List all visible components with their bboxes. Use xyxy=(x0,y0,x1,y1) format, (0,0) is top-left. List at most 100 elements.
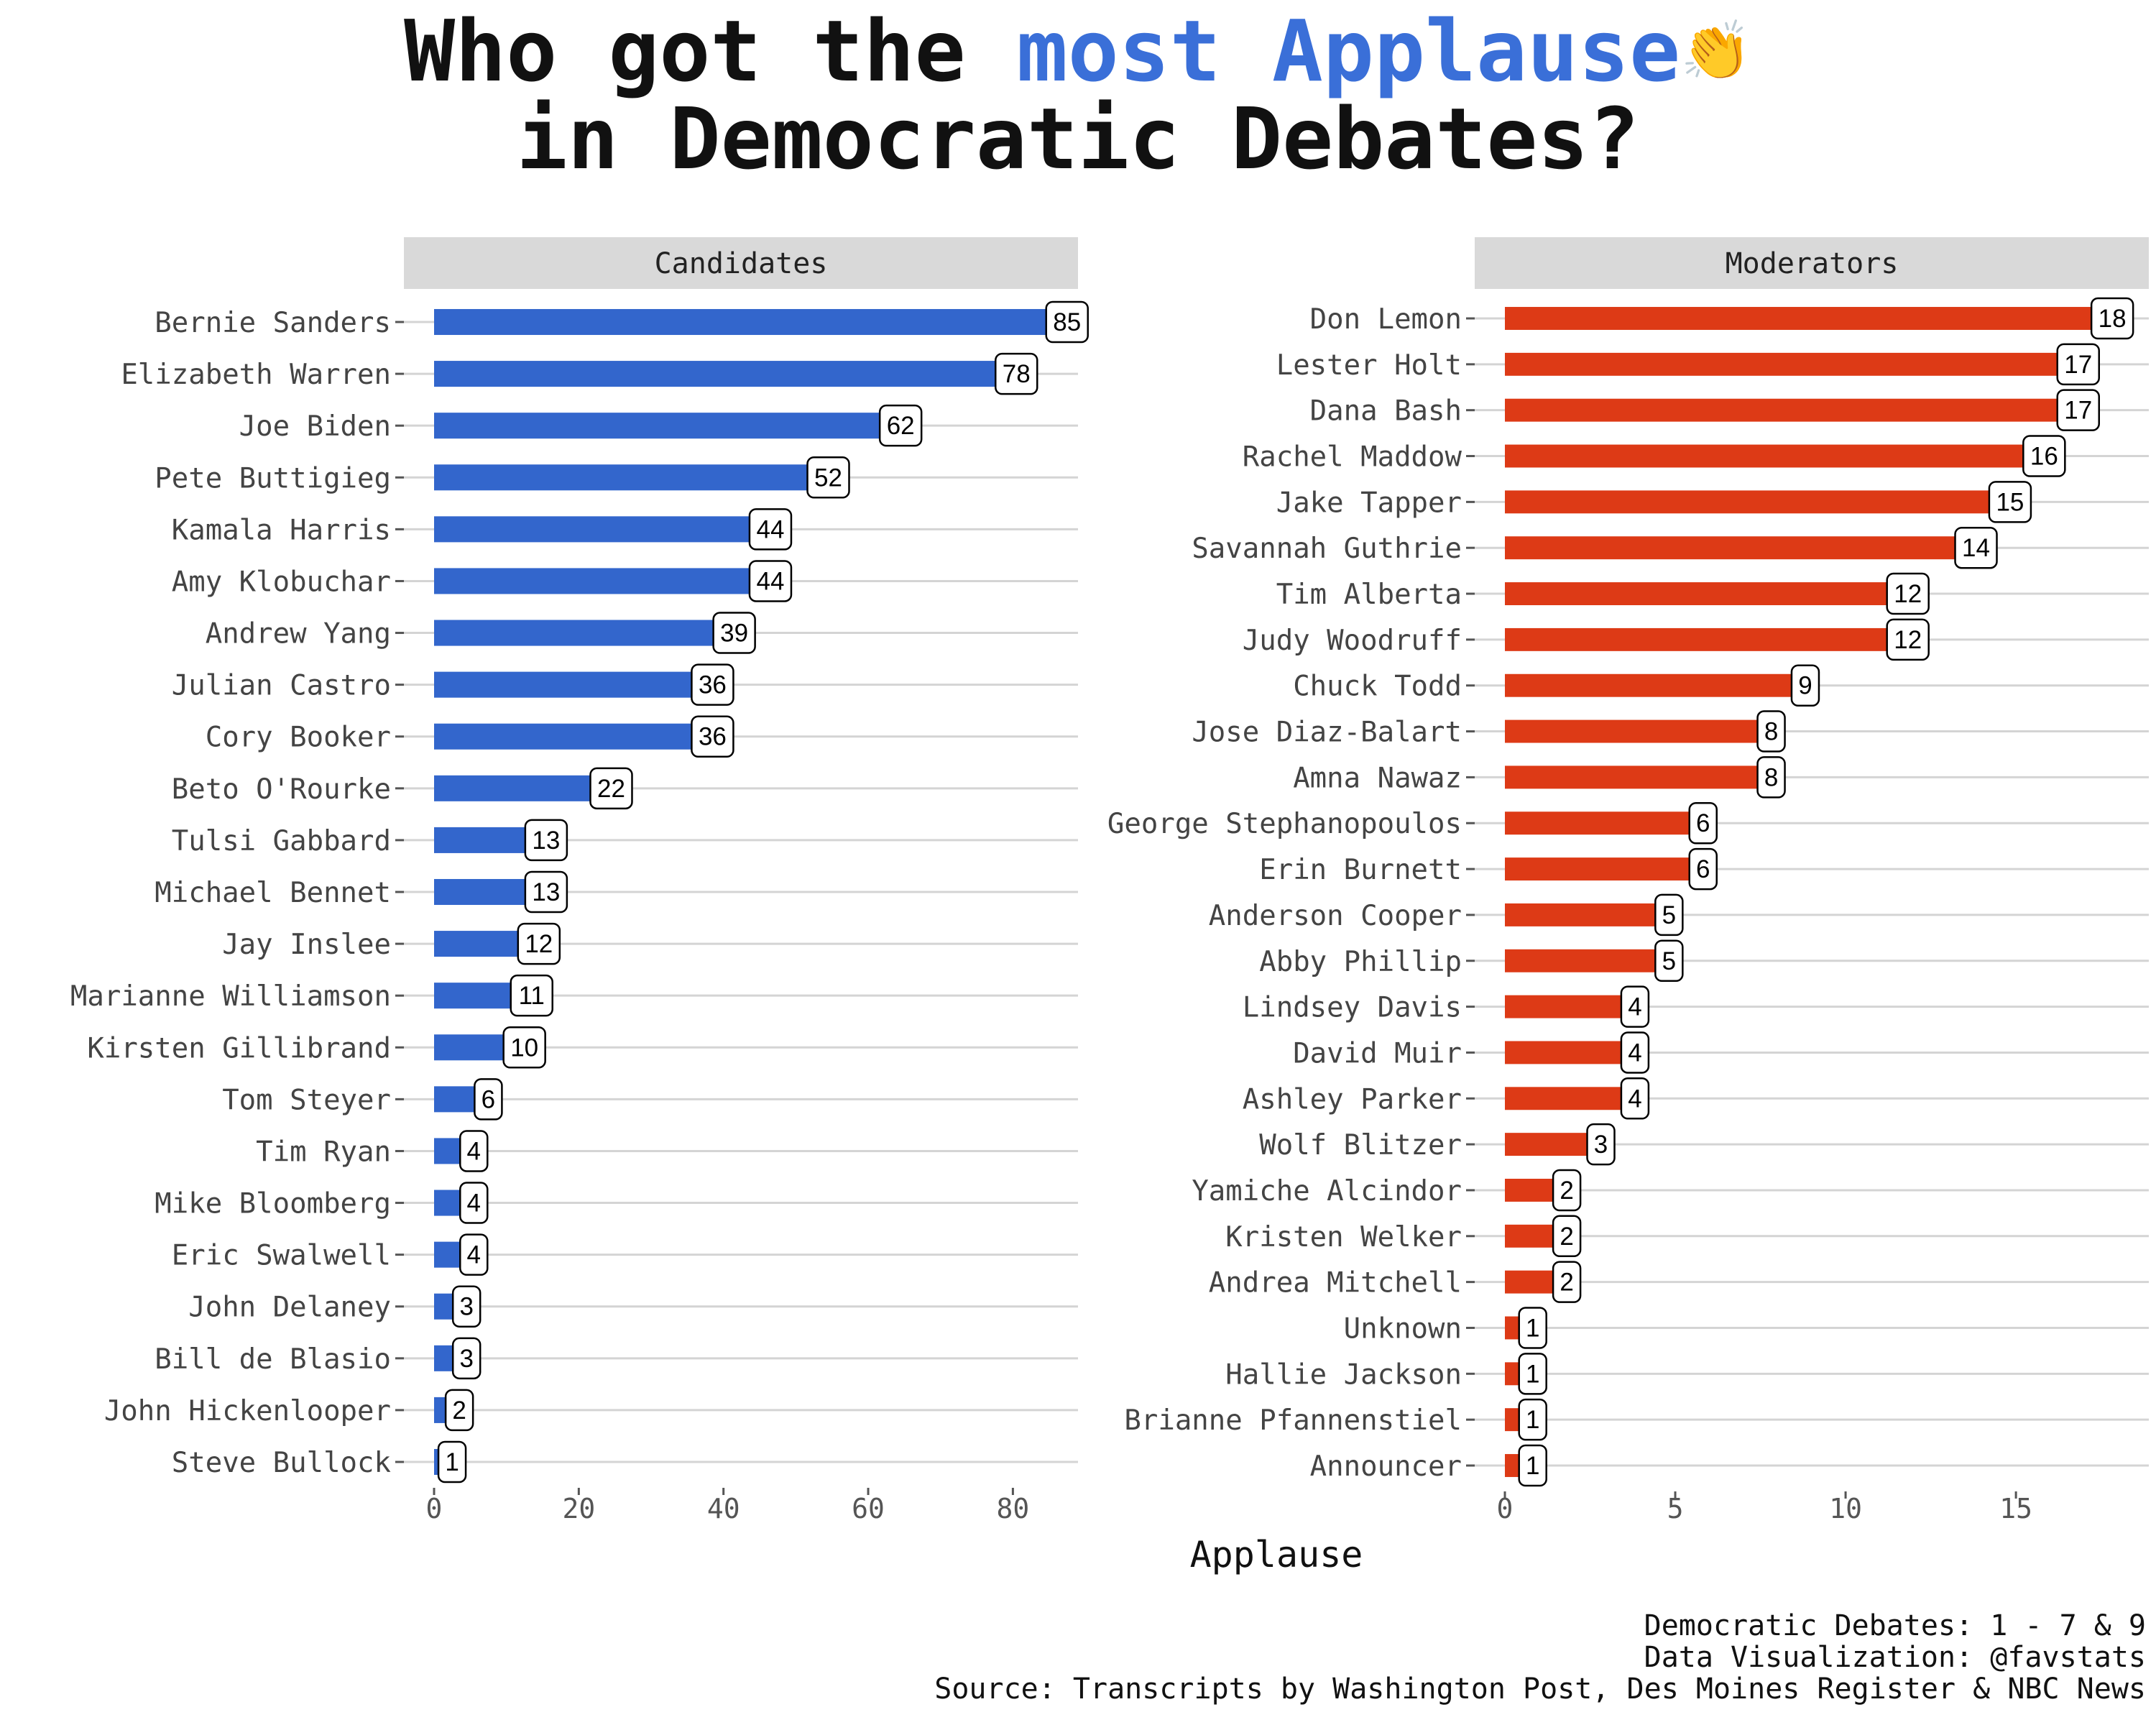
category-label: Amy Klobuchar xyxy=(172,566,391,598)
value-label-text: 17 xyxy=(2064,351,2092,379)
value-label: 62 xyxy=(878,404,923,447)
value-label-text: 36 xyxy=(699,671,727,699)
category-label: Joe Biden xyxy=(239,410,391,443)
category-label: David Muir xyxy=(1293,1037,1462,1070)
x-tick-label: 20 xyxy=(562,1493,595,1524)
value-label: 4 xyxy=(1620,1031,1650,1074)
value-label-box xyxy=(1790,664,1820,707)
category-label: Judy Woodruff xyxy=(1243,625,1462,657)
caption-line-2: Data Visualization: @favstats xyxy=(1644,1641,2146,1674)
value-label: 3 xyxy=(451,1285,482,1328)
value-label-box xyxy=(2056,343,2100,386)
value-label: 13 xyxy=(524,870,568,914)
value-label: 6 xyxy=(1688,847,1718,891)
value-label-box xyxy=(1688,801,1718,845)
value-label-text: 16 xyxy=(2030,443,2058,471)
value-label: 1 xyxy=(1518,1353,1547,1395)
bar xyxy=(434,878,528,906)
value-label-box xyxy=(1654,939,1684,983)
value-label: 2 xyxy=(1552,1261,1582,1303)
value-label-text: 1 xyxy=(445,1448,459,1476)
bar xyxy=(1505,857,1692,881)
category-label: Kamala Harris xyxy=(172,514,391,546)
category-label: Michael Bennet xyxy=(155,877,391,909)
value-label-box xyxy=(1045,300,1089,344)
category-label: Jose Diaz-Balart xyxy=(1192,717,1462,749)
caption-line-1: Democratic Debates: 1 - 7 & 9 xyxy=(1644,1609,2146,1642)
value-label-box xyxy=(437,1440,467,1484)
x-tick-label: 0 xyxy=(426,1493,443,1524)
value-label-box xyxy=(1886,618,1930,661)
value-label: 22 xyxy=(589,767,633,810)
value-label-text: 52 xyxy=(814,464,842,492)
value-label: 15 xyxy=(1988,481,2032,523)
x-tick-label: 80 xyxy=(997,1493,1030,1524)
value-label-text: 10 xyxy=(510,1034,538,1062)
value-label-text: 3 xyxy=(459,1293,473,1321)
value-label: 11 xyxy=(510,974,553,1017)
bar xyxy=(1505,398,2060,422)
value-label-box xyxy=(691,663,734,706)
value-label-box xyxy=(502,1026,546,1069)
category-label: Kirsten Gillibrand xyxy=(87,1032,391,1064)
value-label-text: 6 xyxy=(482,1085,495,1113)
bar xyxy=(1505,1224,1557,1248)
category-label: Tulsi Gabbard xyxy=(172,825,391,857)
category-label: Dana Bash xyxy=(1310,395,1462,428)
value-label-box xyxy=(1518,1398,1547,1441)
category-label: Andrea Mitchell xyxy=(1209,1267,1462,1300)
bar xyxy=(1505,1408,1522,1432)
value-label-box xyxy=(1620,985,1650,1028)
value-label: 16 xyxy=(2022,435,2066,477)
value-label: 14 xyxy=(1954,526,1998,569)
bar xyxy=(1505,352,2060,376)
category-label: Mike Bloomberg xyxy=(155,1188,391,1220)
category-label: Julian Castro xyxy=(172,670,391,702)
value-label: 3 xyxy=(1586,1123,1616,1166)
category-label: Unknown xyxy=(1344,1312,1462,1345)
value-label-box xyxy=(517,922,561,965)
category-label: Chuck Todd xyxy=(1293,671,1462,703)
category-label: Savannah Guthrie xyxy=(1192,533,1462,565)
bar xyxy=(434,723,695,750)
bar xyxy=(434,1241,464,1268)
value-label: 10 xyxy=(502,1026,546,1069)
category-label: Marianne Williamson xyxy=(70,980,391,1013)
value-label-text: 3 xyxy=(459,1345,473,1373)
category-label: Ashley Parker xyxy=(1243,1083,1462,1116)
value-label-box xyxy=(2090,297,2134,340)
title-line-1: Who got the most Applause👏 xyxy=(0,7,2156,95)
value-label-box xyxy=(451,1285,482,1328)
value-label: 1 xyxy=(437,1440,467,1484)
value-label-box xyxy=(878,404,923,447)
value-label-text: 4 xyxy=(467,1137,481,1165)
bar xyxy=(1505,1087,1624,1110)
category-label: Amna Nawaz xyxy=(1293,762,1462,794)
value-label-box xyxy=(459,1130,489,1172)
value-label: 17 xyxy=(2056,389,2100,431)
value-label-box xyxy=(589,767,633,810)
category-label: Bernie Sanders xyxy=(155,307,391,339)
value-label-text: 2 xyxy=(452,1397,466,1425)
value-label-text: 2 xyxy=(1560,1177,1573,1205)
category-label: Kristen Welker xyxy=(1225,1221,1462,1254)
bar xyxy=(1505,1316,1522,1340)
value-label-text: 36 xyxy=(699,723,727,751)
value-label-box xyxy=(1518,1353,1547,1395)
value-label-text: 14 xyxy=(1962,534,1990,562)
value-label-text: 12 xyxy=(1894,580,1922,608)
bar xyxy=(1505,765,1761,789)
value-label: 2 xyxy=(444,1389,474,1432)
value-label-text: 13 xyxy=(532,878,560,906)
bar xyxy=(434,1190,464,1216)
value-label-box xyxy=(1552,1169,1582,1212)
value-label-text: 1 xyxy=(1526,1406,1539,1434)
value-label-text: 13 xyxy=(532,827,560,855)
bar xyxy=(1505,1041,1624,1064)
category-label: Elizabeth Warren xyxy=(121,359,391,391)
value-label-box xyxy=(451,1337,482,1380)
value-label-text: 11 xyxy=(519,982,545,1010)
bar xyxy=(434,620,717,646)
value-label: 5 xyxy=(1654,893,1684,937)
